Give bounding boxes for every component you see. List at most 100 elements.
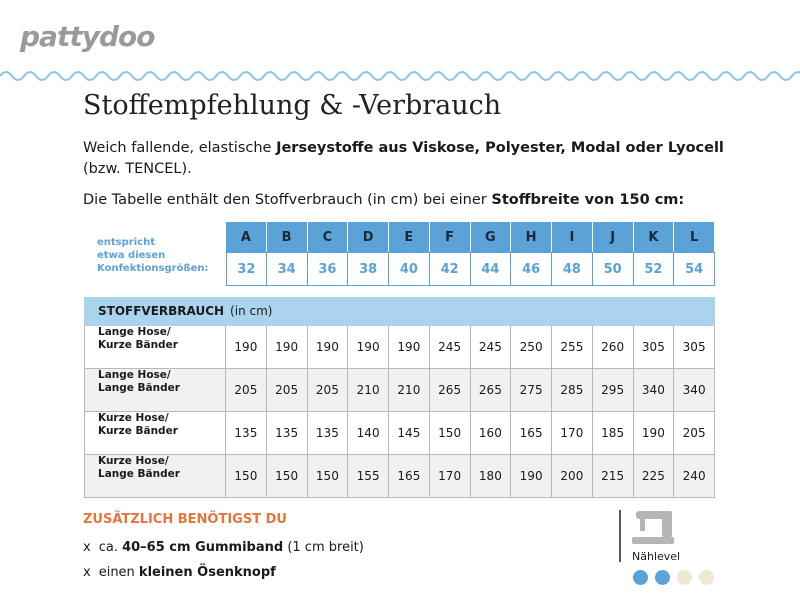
level-label: Nählevel [632, 550, 681, 563]
usage-value: 180 [470, 455, 512, 498]
usage-value: 205 [226, 369, 267, 412]
usage-value: 260 [592, 326, 634, 369]
intro-end: (bzw. TENCEL). [83, 161, 192, 177]
item-prefix: einen [98, 565, 139, 580]
level-button [677, 570, 692, 585]
usage-value: 190 [226, 326, 267, 369]
row-label: Lange Hose/Lange Bänder [84, 369, 226, 412]
size-number: 38 [348, 252, 389, 286]
wave-line [0, 71, 800, 81]
size-number: 34 [266, 252, 308, 286]
usage-value: 190 [389, 326, 430, 369]
usage-value: 190 [307, 326, 349, 369]
note-text: Die Tabelle enthält den Stoffverbrauch (… [83, 192, 492, 208]
usage-value: 225 [633, 455, 675, 498]
note-end: : [678, 192, 685, 208]
size-letter: J [592, 222, 634, 252]
extras-title: ZUSÄTZLICH BENÖTIGST DU [83, 512, 287, 527]
size-letter: D [348, 222, 389, 252]
row-label: Kurze Hose/Kurze Bänder [84, 412, 226, 455]
size-letter: F [429, 222, 471, 252]
usage-value: 245 [470, 326, 512, 369]
usage-header-text: STOFFVERBRAUCH [98, 304, 225, 318]
size-letter: A [226, 222, 267, 252]
usage-value: 265 [470, 369, 512, 412]
usage-value: 340 [674, 369, 715, 412]
level-button [699, 570, 714, 585]
level-button [633, 570, 648, 585]
usage-value: 155 [348, 455, 389, 498]
size-number: 36 [307, 252, 349, 286]
usage-value: 245 [429, 326, 471, 369]
row-label: Kurze Hose/Lange Bänder [84, 455, 226, 498]
intro-bold: Jerseystoffe aus Viskose, Polyester, Mod… [276, 140, 724, 156]
usage-header: STOFFVERBRAUCH (in cm) [84, 297, 715, 326]
usage-value: 190 [266, 326, 308, 369]
usage-value: 295 [592, 369, 634, 412]
title: Stoffempfehlung & -Verbrauch [83, 90, 502, 121]
usage-value: 135 [226, 412, 267, 455]
size-number: 48 [552, 252, 593, 286]
bullet: x [83, 540, 91, 555]
extra-item: x ca. 40–65 cm Gummiband (1 cm breit) [83, 540, 364, 555]
usage-value: 275 [511, 369, 552, 412]
size-letter: E [389, 222, 430, 252]
usage-value: 190 [348, 326, 389, 369]
row-label-line: Lange Hose/ [98, 369, 171, 381]
usage-value: 165 [511, 412, 552, 455]
sewing-machine-icon [632, 511, 674, 544]
usage-value: 145 [389, 412, 430, 455]
size-number: 54 [674, 252, 715, 286]
usage-value: 305 [674, 326, 715, 369]
logo: pattydoo [20, 20, 155, 53]
usage-value: 240 [674, 455, 715, 498]
size-number: 46 [511, 252, 552, 286]
usage-value: 190 [511, 455, 552, 498]
size-letter: K [633, 222, 675, 252]
size-letter: H [511, 222, 552, 252]
item-suffix: (1 cm breit) [283, 540, 364, 555]
row-label-line: Lange Bänder [98, 382, 180, 394]
size-label: Konfektionsgrößen: [97, 263, 209, 274]
size-letter: B [266, 222, 308, 252]
usage-unit: (in cm) [230, 304, 273, 318]
extra-item: x einen kleinen Ösenknopf [83, 565, 276, 580]
usage-value: 160 [470, 412, 512, 455]
size-label: etwa diesen [97, 250, 166, 261]
usage-value: 200 [552, 455, 593, 498]
usage-value: 190 [633, 412, 675, 455]
size-number: 52 [633, 252, 675, 286]
bullet: x [83, 565, 91, 580]
intro-text: Weich fallende, elastische [83, 140, 277, 156]
row-label-line: Kurze Bänder [98, 425, 178, 437]
row-label-line: Kurze Bänder [98, 339, 178, 351]
usage-value: 215 [592, 455, 634, 498]
size-number: 50 [592, 252, 634, 286]
usage-value: 210 [348, 369, 389, 412]
size-letter: L [674, 222, 715, 252]
usage-value: 135 [266, 412, 308, 455]
row-label-line: Lange Hose/ [98, 326, 171, 338]
usage-value: 135 [307, 412, 349, 455]
row-label-line: Kurze Hose/ [98, 455, 169, 467]
usage-value: 150 [307, 455, 349, 498]
item-prefix: ca. [98, 540, 123, 555]
usage-value: 150 [266, 455, 308, 498]
note-bold: Stoffbreite von 150 cm [491, 192, 679, 208]
usage-value: 205 [266, 369, 308, 412]
item-bold: kleinen Ösenknopf [138, 565, 276, 580]
size-letter: C [307, 222, 349, 252]
usage-value: 170 [552, 412, 593, 455]
usage-value: 285 [552, 369, 593, 412]
item-bold: 40–65 cm Gummiband [122, 540, 284, 555]
size-letter: G [470, 222, 512, 252]
size-number: 42 [429, 252, 471, 286]
usage-value: 140 [348, 412, 389, 455]
usage-value: 250 [511, 326, 552, 369]
usage-value: 305 [633, 326, 675, 369]
usage-value: 165 [389, 455, 430, 498]
size-number: 32 [226, 252, 267, 286]
usage-value: 210 [389, 369, 430, 412]
